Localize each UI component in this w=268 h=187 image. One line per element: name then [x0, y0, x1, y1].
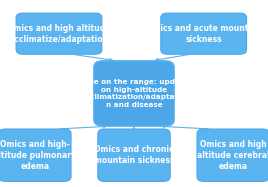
Text: Omics and high
altitude cerebral
edema: Omics and high altitude cerebral edema [197, 140, 268, 171]
FancyBboxPatch shape [0, 129, 71, 181]
Text: Omics and acute mountain
sickness: Omics and acute mountain sickness [146, 24, 262, 44]
FancyBboxPatch shape [16, 13, 102, 54]
Text: Omics and high altitude
acclimatize/adaptation: Omics and high altitude acclimatize/adap… [7, 24, 111, 44]
FancyBboxPatch shape [161, 13, 247, 54]
FancyBboxPatch shape [98, 129, 170, 181]
FancyBboxPatch shape [94, 61, 174, 126]
Text: Omics and high-
altitude pulmonary
edema: Omics and high- altitude pulmonary edema [0, 140, 76, 171]
Text: 'ome on the range: update
on high-altitude
acclimatization/adaptatio
n and disea: 'ome on the range: update on high-altitu… [79, 79, 189, 108]
Text: Omics and chronic
mountain sickness: Omics and chronic mountain sickness [94, 145, 174, 165]
FancyBboxPatch shape [197, 129, 268, 181]
